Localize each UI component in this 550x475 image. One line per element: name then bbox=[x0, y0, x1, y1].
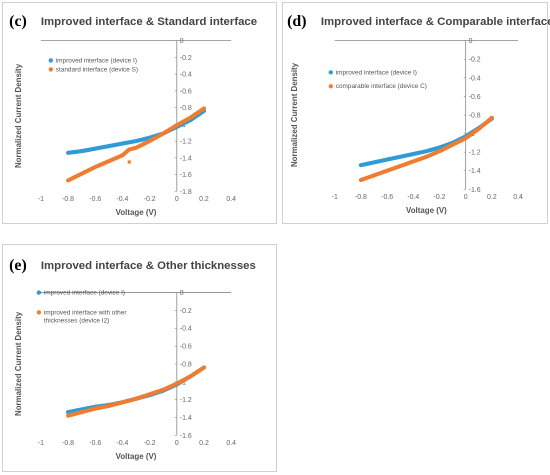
chart-svg: (c) Improved interface & Standard interfa… bbox=[9, 13, 257, 217]
y-tick-label: -0.2 bbox=[180, 308, 192, 315]
x-tick-label: 0 bbox=[175, 440, 179, 447]
legend-entry: standard interface (device S) bbox=[56, 66, 138, 73]
series-1 bbox=[358, 116, 494, 168]
panel-label: (c) bbox=[9, 13, 27, 30]
chart-panel-c: (c) Improved interface & Standard interfa… bbox=[2, 2, 277, 224]
x-tick-label: -0.2 bbox=[434, 194, 446, 201]
legend-entry: comparable interface (device C) bbox=[336, 83, 427, 90]
data-point bbox=[489, 115, 494, 120]
legend-marker bbox=[48, 58, 53, 63]
data-point bbox=[201, 106, 207, 111]
x-tick-label: -0.8 bbox=[62, 196, 74, 203]
legend-marker bbox=[36, 310, 42, 315]
legend-entry: improved interface (device I) bbox=[44, 290, 125, 297]
x-tick-label: -1 bbox=[38, 196, 44, 203]
x-tick-label: -0.8 bbox=[355, 194, 367, 201]
x-tick-label: -1 bbox=[38, 440, 44, 447]
chart-panel-e: (e) Improved interface & Other thicknesse… bbox=[2, 244, 277, 472]
series-2 bbox=[65, 106, 207, 183]
data-point bbox=[201, 365, 207, 370]
y-tick-label: -0.4 bbox=[180, 326, 192, 333]
y-tick-label: -0.4 bbox=[469, 75, 481, 82]
x-tick-label: -0.4 bbox=[116, 440, 128, 447]
outlier-point bbox=[127, 160, 131, 164]
x-tick-label: -0.6 bbox=[381, 194, 393, 201]
x-tick-label: 0 bbox=[175, 196, 179, 203]
y-tick-label: -1.4 bbox=[180, 415, 192, 422]
x-tick-label: 0.4 bbox=[513, 194, 523, 201]
x-axis-label: Voltage (V) bbox=[406, 206, 447, 215]
y-tick-label: -1.6 bbox=[180, 172, 192, 179]
y-tick-label: -1.8 bbox=[180, 189, 192, 196]
y-tick-label: -0.8 bbox=[180, 105, 192, 112]
y-tick-label: -1.6 bbox=[180, 433, 192, 440]
y-tick-label: -1.4 bbox=[469, 168, 481, 175]
panel-label: (d) bbox=[287, 13, 306, 30]
y-axis-label: Normalized Current Density bbox=[290, 62, 299, 167]
x-tick-label: 0.2 bbox=[487, 194, 497, 201]
y-tick-label: -0.2 bbox=[180, 55, 192, 62]
y-tick-label: -0.8 bbox=[469, 112, 481, 119]
chart-svg: (d) Improved interface & Comparable inter… bbox=[287, 13, 550, 215]
x-tick-label: 0 bbox=[464, 194, 468, 201]
y-axis-label: Normalized Current Density bbox=[14, 63, 23, 168]
chart-svg: (e) Improved interface & Other thicknesse… bbox=[9, 257, 256, 461]
legend-marker bbox=[36, 290, 42, 295]
x-axis-label: Voltage (V) bbox=[116, 452, 157, 461]
y-tick-label: -0.6 bbox=[180, 88, 192, 95]
legend-entry: improved interface (device I) bbox=[336, 69, 417, 76]
x-tick-label: 0.2 bbox=[199, 196, 209, 203]
chart-title: Improved interface & Standard interface bbox=[41, 16, 257, 28]
y-tick-label: -0.6 bbox=[469, 94, 481, 101]
legend-entry: improved interface (device I) bbox=[56, 57, 137, 64]
legend-entry: improved interface with other thicknesses… bbox=[44, 309, 128, 324]
x-tick-label: -0.8 bbox=[62, 440, 74, 447]
x-tick-label: 0.4 bbox=[226, 196, 236, 203]
x-tick-label: -0.2 bbox=[144, 196, 156, 203]
chart-title: Improved interface & Comparable interfac… bbox=[321, 16, 550, 28]
y-tick-label: -1.2 bbox=[469, 150, 481, 157]
x-tick-label: 0.4 bbox=[226, 440, 236, 447]
y-tick-label: -0.8 bbox=[180, 361, 192, 368]
chart-panel-d: (d) Improved interface & Comparable inter… bbox=[282, 2, 550, 224]
chart-title: Improved interface & Other thicknesses bbox=[41, 260, 256, 272]
x-tick-label: -0.6 bbox=[89, 440, 101, 447]
x-tick-label: -0.6 bbox=[89, 196, 101, 203]
x-tick-label: 0.2 bbox=[199, 440, 209, 447]
x-tick-label: -0.4 bbox=[407, 194, 419, 201]
legend-marker bbox=[48, 67, 53, 72]
y-axis-label: Normalized Current Density bbox=[14, 311, 23, 416]
y-tick-label: -0.4 bbox=[180, 72, 192, 79]
y-tick-label: 0 bbox=[180, 38, 184, 45]
legend-marker bbox=[328, 70, 333, 75]
y-tick-label: -1.2 bbox=[180, 139, 192, 146]
series-2 bbox=[358, 115, 494, 183]
x-tick-label: -1 bbox=[332, 194, 338, 201]
x-tick-label: -0.2 bbox=[144, 440, 156, 447]
x-tick-label: -0.4 bbox=[116, 196, 128, 203]
y-tick-label: -0.2 bbox=[469, 57, 481, 64]
series-1 bbox=[65, 365, 207, 415]
y-tick-label: 0 bbox=[469, 38, 473, 45]
legend-marker bbox=[328, 84, 333, 89]
y-tick-label: -0.6 bbox=[180, 344, 192, 351]
panel-label: (e) bbox=[9, 257, 27, 274]
series-2 bbox=[65, 365, 207, 418]
y-tick-label: -1.4 bbox=[180, 155, 192, 162]
y-tick-label: -1.6 bbox=[469, 187, 481, 194]
y-tick-label: 0 bbox=[180, 290, 184, 297]
x-axis-label: Voltage (V) bbox=[116, 208, 157, 217]
y-tick-label: -1.2 bbox=[180, 397, 192, 404]
